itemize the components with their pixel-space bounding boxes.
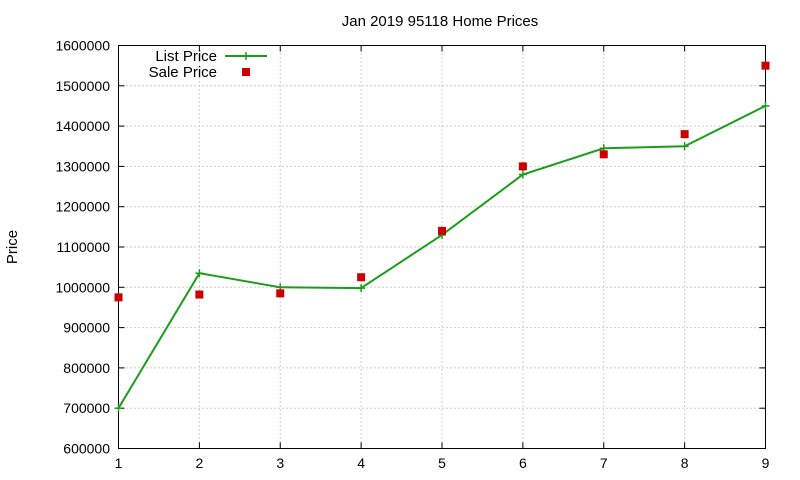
list-price-point (195, 269, 204, 278)
y-tick-label: 900000 (63, 320, 110, 336)
sale-price-point (114, 293, 123, 302)
y-tick-label: 1400000 (55, 118, 110, 134)
list-price-point (518, 170, 527, 179)
legend-label-list-price: List Price (155, 48, 217, 65)
chart-title: Jan 2019 95118 Home Prices (342, 13, 539, 30)
sale-price-point (438, 226, 446, 235)
y-tick-label: 1100000 (57, 239, 111, 255)
x-tick-label: 6 (519, 455, 527, 471)
list-price-line (117, 105, 766, 409)
sale-price-point (195, 290, 204, 299)
sale-price-point (357, 273, 366, 282)
x-axis-tick-labels: 1 2 3 4 5 6 7 8 9 (115, 455, 770, 471)
legend-marker-sale-price (242, 68, 250, 76)
x-tick-label: 1 (115, 455, 123, 471)
x-tick-label: 2 (195, 455, 203, 471)
y-tick-label: 1500000 (55, 78, 110, 94)
x-tick-label: 4 (357, 455, 365, 471)
sale-price-point (680, 130, 689, 139)
x-tick-label: 7 (600, 455, 608, 471)
x-tick-label: 9 (762, 455, 770, 471)
list-price-point (357, 284, 366, 293)
grid (118, 45, 766, 449)
y-tick-label: 1600000 (55, 38, 110, 54)
sale-price-point (518, 162, 527, 171)
y-tick-label: 1000000 (55, 279, 110, 295)
sale-price-point (599, 150, 608, 159)
y-tick-label: 700000 (63, 400, 110, 416)
sale-price-point (761, 61, 770, 70)
list-price-point (680, 142, 689, 151)
plot-series (114, 61, 770, 413)
list-price-point (114, 404, 123, 413)
x-tick-label: 3 (276, 455, 284, 471)
list-price-point (761, 101, 770, 110)
y-axis-tick-labels: 600000 700000 800000 900000 1000000 1100000 12… (55, 38, 110, 457)
x-tick-label: 5 (438, 455, 446, 471)
y-tick-label: 600000 (63, 441, 110, 457)
x-tick-label: 8 (681, 455, 689, 471)
y-tick-label: 1300000 (55, 158, 110, 174)
legend-label-sale-price: Sale Price (149, 64, 217, 81)
y-tick-label: 800000 (63, 360, 110, 376)
sale-price-point (276, 289, 285, 298)
y-tick-label: 1200000 (55, 199, 110, 215)
y-axis-title: Price (4, 230, 21, 264)
plot-frame (118, 45, 766, 449)
